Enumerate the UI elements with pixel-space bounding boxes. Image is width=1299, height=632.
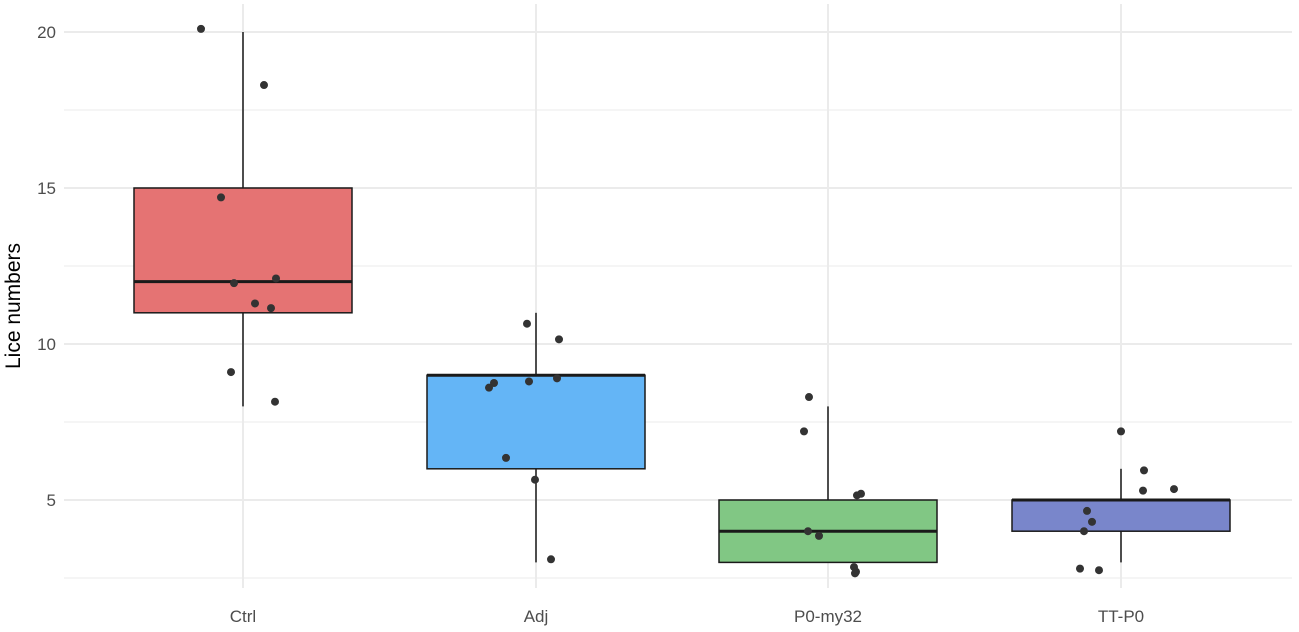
box-TT-P0 xyxy=(1011,468,1231,563)
data-point xyxy=(227,368,235,377)
data-point xyxy=(1080,527,1088,536)
data-point xyxy=(485,383,493,392)
boxes xyxy=(133,32,1231,564)
data-point xyxy=(502,453,510,462)
y-axis-title: Lice numbers xyxy=(2,243,25,369)
data-point xyxy=(1088,517,1096,526)
y-tick-label: 10 xyxy=(37,335,56,354)
data-point xyxy=(260,81,268,90)
data-points xyxy=(197,24,1178,578)
data-point xyxy=(547,555,555,564)
axes: 5 10 15 20 Ctrl Adj P0-my32 TT-P0 xyxy=(37,23,1144,626)
data-point xyxy=(230,279,238,288)
box-iqr xyxy=(426,374,646,470)
data-point xyxy=(815,531,823,540)
data-point xyxy=(217,193,225,202)
data-point xyxy=(267,304,275,313)
data-point xyxy=(553,374,561,383)
data-point xyxy=(853,491,861,500)
data-point xyxy=(1170,485,1178,494)
box-Adj xyxy=(426,312,646,563)
data-point xyxy=(197,24,205,33)
data-point xyxy=(851,569,859,578)
data-point xyxy=(1095,566,1103,575)
x-tick-label: P0-my32 xyxy=(794,607,862,626)
y-tick-label: 20 xyxy=(37,23,56,42)
box-iqr xyxy=(133,187,353,314)
data-point xyxy=(523,319,531,328)
data-point xyxy=(800,427,808,436)
data-point xyxy=(555,335,563,344)
data-point xyxy=(271,397,279,406)
data-point xyxy=(805,393,813,402)
data-point xyxy=(1083,506,1091,515)
x-tick-label: Ctrl xyxy=(230,607,256,626)
data-point xyxy=(251,299,259,308)
data-point xyxy=(1117,427,1125,436)
data-point xyxy=(804,527,812,536)
data-point xyxy=(1076,564,1084,573)
x-tick-label: Adj xyxy=(524,607,549,626)
box-P0-my32 xyxy=(718,406,938,564)
x-tick-label: TT-P0 xyxy=(1098,607,1144,626)
data-point xyxy=(531,475,539,484)
y-tick-label: 5 xyxy=(47,491,56,510)
data-point xyxy=(525,377,533,386)
data-point xyxy=(1139,486,1147,495)
data-point xyxy=(490,379,498,387)
data-point xyxy=(1140,466,1148,475)
box-Ctrl xyxy=(133,32,353,407)
box-iqr xyxy=(1011,499,1231,532)
y-tick-label: 15 xyxy=(37,179,56,198)
data-point xyxy=(272,274,280,283)
